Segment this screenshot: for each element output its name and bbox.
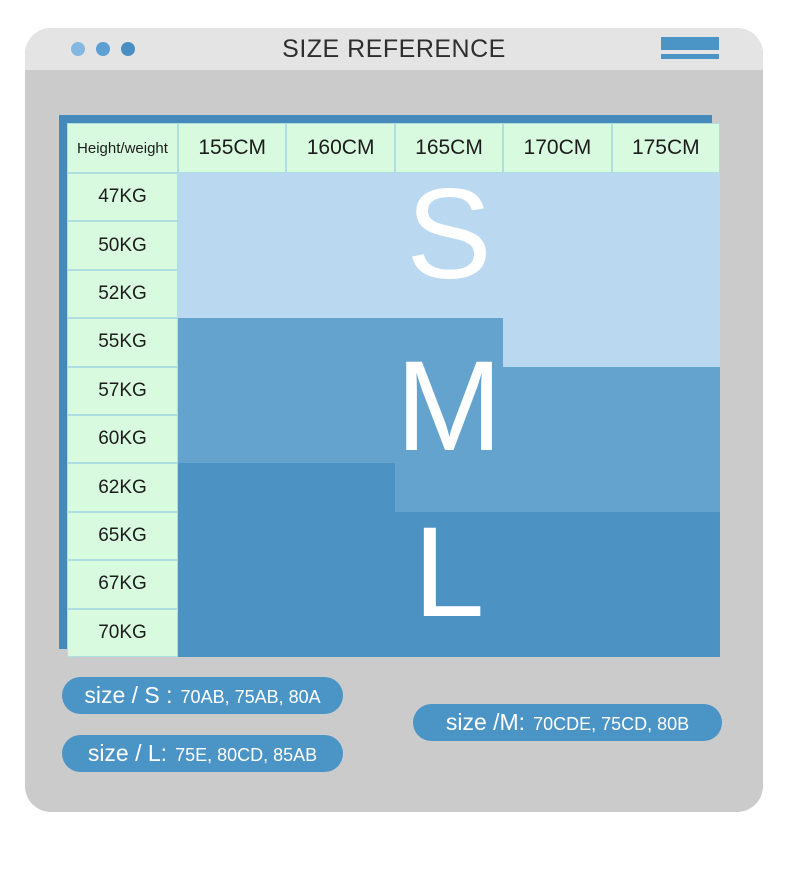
size-zone-cell-r6-c1 bbox=[178, 415, 287, 464]
size-zone-cell-r3-c2 bbox=[286, 269, 395, 319]
height-header-cell-2: 160CM bbox=[286, 123, 395, 173]
size-zone-cell-r8-c2 bbox=[286, 511, 395, 561]
size-zone-cell-r7-c3 bbox=[394, 463, 504, 512]
corner-header-cell: Height/weight bbox=[67, 123, 178, 173]
size-zone-cell-r5-c5 bbox=[611, 366, 720, 415]
size-zone-cell-r5-c1 bbox=[178, 366, 287, 415]
size-zone-cell-r4-c3 bbox=[394, 318, 504, 367]
size-zone-cell-r2-c4 bbox=[503, 221, 612, 270]
size-zone-cell-r8-c1 bbox=[178, 511, 287, 561]
titlebar: SIZE REFERENCE bbox=[25, 28, 763, 70]
window-dots bbox=[71, 42, 135, 56]
height-header-cell-5: 175CM bbox=[611, 123, 720, 173]
height-header-cell-3: 165CM bbox=[394, 123, 504, 173]
size-zone-cell-r5-c2 bbox=[286, 366, 395, 415]
size-zone-cell-r10-c2 bbox=[286, 608, 395, 657]
size-zone-cell-r6-c2 bbox=[286, 415, 395, 464]
size-zone-cell-r3-c4 bbox=[503, 269, 612, 319]
size-zone-cell-r6-c4 bbox=[503, 415, 612, 464]
weight-header-cell-7: 62KG bbox=[67, 463, 178, 512]
size-zone-cell-r2-c2 bbox=[286, 221, 395, 270]
menu-bar-top bbox=[661, 37, 719, 50]
window-dot-icon-3 bbox=[121, 42, 135, 56]
weight-header-cell-3: 52KG bbox=[67, 269, 178, 319]
size-zone-cell-r1-c3 bbox=[394, 173, 504, 222]
weight-header-cell-2: 50KG bbox=[67, 221, 178, 270]
window-dot-icon-1 bbox=[71, 42, 85, 56]
size-zone-cell-r6-c3 bbox=[394, 415, 504, 464]
size-chart: Height/weight 155CM 160CM 165CM 170CM 175CM 47… bbox=[67, 123, 720, 657]
size-l-legend-pill: size / L: 75E, 80CD, 85AB bbox=[62, 735, 343, 772]
size-s-legend-values: 70AB, 75AB, 80A bbox=[180, 687, 321, 707]
size-zone-cell-r4-c1 bbox=[178, 318, 287, 367]
weight-header-cell-10: 70KG bbox=[67, 608, 178, 657]
size-zone-cell-r7-c1 bbox=[178, 463, 287, 512]
size-zone-cell-r1-c5 bbox=[611, 173, 720, 222]
size-reference-window: SIZE REFERENCE Height/weight 155CM 160CM 16… bbox=[25, 28, 763, 812]
size-m-legend-values: 70CDE, 75CD, 80B bbox=[533, 714, 690, 734]
size-zone-cell-r10-c3 bbox=[394, 608, 504, 657]
size-zone-cell-r3-c5 bbox=[611, 269, 720, 319]
size-zone-cell-r10-c5 bbox=[611, 608, 720, 657]
size-zone-cell-r7-c5 bbox=[611, 463, 720, 512]
size-zone-cell-r8-c5 bbox=[611, 511, 720, 561]
size-zone-cell-r9-c3 bbox=[394, 560, 504, 609]
size-m-legend-label: size /M: bbox=[445, 709, 526, 735]
size-s-legend-pill: size / S : 70AB, 75AB, 80A bbox=[62, 677, 343, 714]
size-s-legend-label: size / S : bbox=[84, 682, 173, 708]
size-zone-cell-r3-c1 bbox=[178, 269, 287, 319]
menu-bar-bottom bbox=[661, 54, 719, 59]
size-zone-cell-r1-c1 bbox=[178, 173, 287, 222]
weight-header-cell-5: 57KG bbox=[67, 366, 178, 415]
weight-header-cell-8: 65KG bbox=[67, 511, 178, 561]
size-zone-cell-r10-c4 bbox=[503, 608, 612, 657]
weight-header-cell-4: 55KG bbox=[67, 318, 178, 367]
weight-header-cell-9: 67KG bbox=[67, 560, 178, 609]
size-zone-cell-r2-c3 bbox=[394, 221, 504, 270]
size-grid: Height/weight 155CM 160CM 165CM 170CM 175CM 47… bbox=[67, 123, 720, 657]
size-zone-cell-r1-c2 bbox=[286, 173, 395, 222]
size-zone-cell-r2-c1 bbox=[178, 221, 287, 270]
size-zone-cell-r10-c1 bbox=[178, 608, 287, 657]
page-title: SIZE REFERENCE bbox=[282, 34, 506, 63]
size-zone-cell-r4-c2 bbox=[286, 318, 395, 367]
size-zone-cell-r9-c1 bbox=[178, 560, 287, 609]
size-zone-cell-r4-c4 bbox=[503, 318, 612, 367]
weight-header-cell-6: 60KG bbox=[67, 415, 178, 464]
zone-label-l: L bbox=[413, 501, 485, 644]
size-zone-cell-r4-c5 bbox=[611, 318, 720, 367]
size-zone-cell-r9-c2 bbox=[286, 560, 395, 609]
size-zone-cell-r2-c5 bbox=[611, 221, 720, 270]
zone-label-m: M bbox=[395, 335, 503, 478]
size-zone-cell-r9-c4 bbox=[503, 560, 612, 609]
size-zone-cell-r8-c3 bbox=[394, 511, 504, 561]
size-zone-cell-r8-c4 bbox=[503, 511, 612, 561]
size-zone-cell-r5-c4 bbox=[503, 366, 612, 415]
size-zone-cell-r7-c2 bbox=[286, 463, 395, 512]
size-l-legend-values: 75E, 80CD, 85AB bbox=[175, 745, 318, 765]
window-dot-icon-2 bbox=[96, 42, 110, 56]
size-l-legend-label: size / L: bbox=[87, 740, 168, 766]
size-m-legend-pill: size /M: 70CDE, 75CD, 80B bbox=[413, 704, 722, 741]
size-zone-cell-r9-c5 bbox=[611, 560, 720, 609]
zone-label-s: S bbox=[406, 163, 492, 306]
size-zone-cell-r5-c3 bbox=[394, 366, 504, 415]
height-header-cell-4: 170CM bbox=[503, 123, 612, 173]
size-zone-cell-r7-c4 bbox=[503, 463, 612, 512]
weight-header-cell-1: 47KG bbox=[67, 173, 178, 222]
height-header-cell-1: 155CM bbox=[178, 123, 287, 173]
menu-icon[interactable] bbox=[661, 37, 719, 62]
size-zone-cell-r6-c5 bbox=[611, 415, 720, 464]
size-zone-cell-r3-c3 bbox=[394, 269, 504, 319]
size-zone-cell-r1-c4 bbox=[503, 173, 612, 222]
